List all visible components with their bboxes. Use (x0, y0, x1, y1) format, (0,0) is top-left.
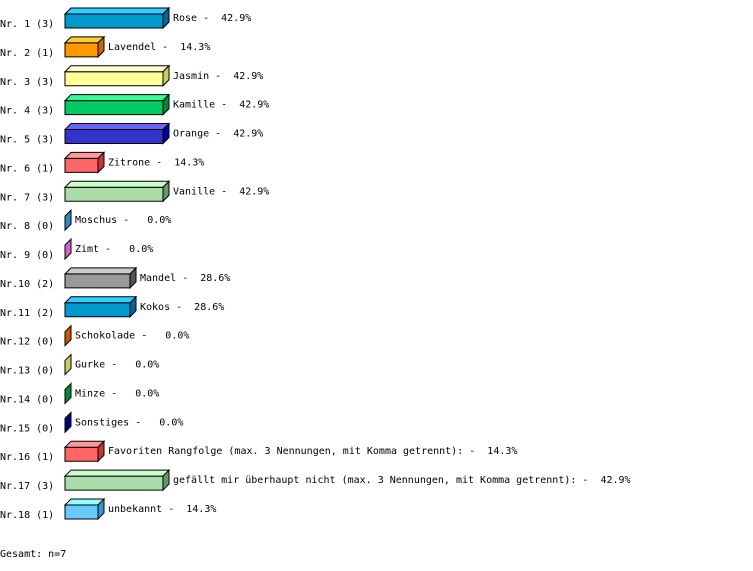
value-label: Jasmin - 42.9% (173, 71, 263, 82)
bar-top (63, 469, 171, 477)
bar-front (64, 475, 164, 491)
value-label: Lavendel - 14.3% (108, 42, 210, 53)
row-label: Nr. 6 (1) (0, 163, 54, 174)
value-label: Zitrone - 14.3% (108, 157, 204, 168)
row-label: Nr.17 (3) (0, 481, 54, 492)
bar-top (63, 440, 106, 448)
total-label: Gesamt: n=7 (0, 549, 66, 560)
row-label: Nr. 2 (1) (0, 48, 54, 59)
bar-top (63, 180, 171, 188)
bar-top (63, 36, 106, 44)
bar-front (64, 157, 99, 173)
bar-front (64, 302, 131, 318)
row-label: Nr.15 (0) (0, 423, 54, 434)
value-label: Kokos - 28.6% (140, 302, 224, 313)
bar-side (64, 208, 72, 232)
bar-front (64, 13, 164, 29)
value-label: unbekannt - 14.3% (108, 504, 216, 515)
bar-top (63, 267, 138, 275)
value-label: Sonstiges - 0.0% (75, 417, 183, 428)
bar-side (162, 93, 170, 116)
bar-side (97, 439, 105, 463)
bar-side (162, 180, 170, 203)
bar-top (63, 7, 171, 15)
bar-side (97, 35, 105, 59)
bar-top (63, 94, 171, 102)
bar-side (129, 295, 137, 319)
bar-side (64, 353, 72, 376)
bar-side (64, 382, 72, 405)
bar-side (162, 468, 170, 492)
row-label: Nr.14 (0) (0, 394, 54, 405)
bar-side (162, 122, 170, 145)
row-label: Nr. 3 (3) (0, 77, 54, 88)
bar-side (129, 266, 137, 290)
value-label: Favoriten Rangfolge (max. 3 Nennungen, m… (108, 446, 517, 457)
bar-front (64, 504, 99, 520)
bar-side (97, 497, 105, 521)
value-label: Schokolade - 0.0% (75, 331, 189, 342)
bar-side (64, 237, 72, 261)
row-label: Nr.13 (0) (0, 366, 54, 377)
row-label: Nr. 9 (0) (0, 250, 54, 261)
bar-side (64, 324, 72, 347)
row-label: Nr.10 (2) (0, 279, 54, 290)
bar-side (97, 151, 105, 174)
bar-front (64, 42, 99, 58)
row-label: Nr.11 (2) (0, 308, 54, 319)
bar-side (162, 64, 170, 87)
bar-front (64, 71, 164, 87)
value-label: Minze - 0.0% (75, 388, 159, 399)
row-label: Nr. 1 (3) (0, 19, 54, 30)
row-label: Nr.18 (1) (0, 510, 54, 521)
bar-front (64, 446, 99, 462)
value-label: Zimt - 0.0% (75, 244, 153, 255)
bar-front (64, 186, 164, 202)
bar-front (64, 273, 131, 289)
row-label: Nr.16 (1) (0, 452, 54, 463)
bar-side (64, 411, 72, 434)
bar-front (64, 129, 164, 145)
value-label: gefällt mir überhaupt nicht (max. 3 Nenn… (173, 475, 631, 486)
bar-top (63, 123, 171, 131)
row-label: Nr. 7 (3) (0, 192, 54, 203)
row-label: Nr. 4 (3) (0, 106, 54, 117)
bar-side (162, 6, 170, 30)
bar-front (64, 100, 164, 116)
row-label: Nr.12 (0) (0, 337, 54, 348)
value-label: Gurke - 0.0% (75, 360, 159, 371)
bar-top (63, 296, 138, 304)
bar-top (63, 151, 106, 159)
bar-top (63, 65, 171, 73)
value-label: Kamille - 42.9% (173, 100, 269, 111)
row-label: Nr. 8 (0) (0, 221, 54, 232)
value-label: Moschus - 0.0% (75, 215, 171, 226)
value-label: Vanille - 42.9% (173, 186, 269, 197)
value-label: Rose - 42.9% (173, 13, 251, 24)
bar-top (63, 498, 106, 506)
value-label: Mandel - 28.6% (140, 273, 230, 284)
value-label: Orange - 42.9% (173, 129, 263, 140)
row-label: Nr. 5 (3) (0, 135, 54, 146)
